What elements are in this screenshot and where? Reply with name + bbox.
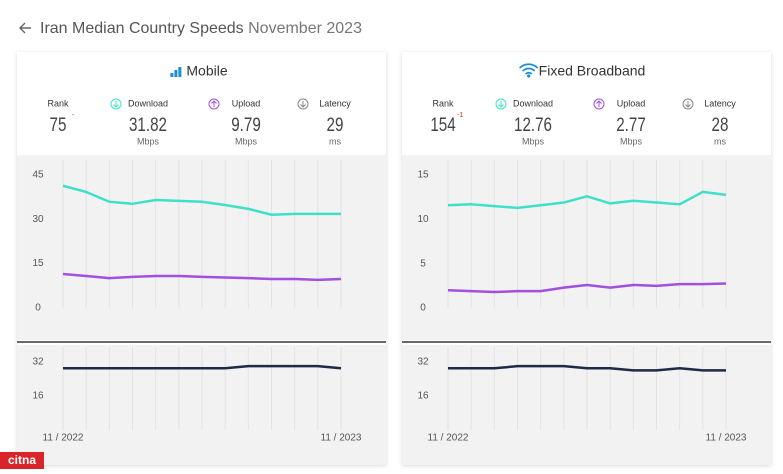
watermark-bg: [0, 452, 44, 469]
stat-label: Upload: [617, 98, 646, 108]
stat-value: 12.76: [514, 113, 552, 135]
stat-label: Latency: [319, 98, 351, 108]
stat-label: Download: [513, 98, 553, 108]
stat-icon: [498, 101, 504, 108]
y-tick-label: 32: [417, 357, 429, 368]
stat-icon: [593, 98, 605, 110]
stat-label: Download: [128, 98, 168, 108]
stat-icon: [110, 98, 122, 110]
stat-icon: [297, 98, 309, 110]
stat-icon: [596, 100, 602, 107]
date: November 2023: [248, 20, 362, 37]
y-tick-label: 10: [417, 214, 429, 225]
x-tick-label: 11 / 2022: [428, 433, 469, 444]
y-tick-label: 15: [32, 258, 44, 269]
y-tick-label: 0: [35, 303, 41, 314]
stat-unit: Mbps: [620, 136, 643, 146]
stat-unit: Mbps: [235, 136, 258, 146]
icon: [525, 71, 533, 75]
panel-title: Fixed Broadband: [539, 63, 646, 79]
stat-value: 31.82: [129, 113, 167, 135]
page-title: Iran Median Country Speeds November 2023: [40, 20, 362, 37]
x-tick-label: 11 / 2023: [706, 433, 747, 444]
x-tick-label: 11 / 2023: [321, 433, 362, 444]
panel-title: Mobile: [186, 63, 227, 79]
stat-label: Upload: [232, 98, 261, 108]
icon: [178, 67, 182, 77]
stat-value: 154: [430, 113, 456, 135]
stat-icon: [300, 101, 306, 108]
y-tick-label: 30: [32, 214, 44, 225]
y-tick-label: 5: [420, 258, 426, 269]
stat-value: 9.79: [231, 113, 261, 135]
line-series: [447, 190, 727, 210]
stat-icon: [495, 98, 507, 110]
icon: [519, 63, 539, 69]
line-series: [447, 282, 727, 294]
stat-unit: Mbps: [522, 136, 545, 146]
stat-label: Rank: [432, 98, 454, 108]
line-series: [62, 184, 342, 217]
rank-change: -: [72, 112, 75, 119]
y-tick-label: 0: [420, 303, 426, 314]
line-series: [448, 364, 726, 372]
line-series: [63, 364, 342, 370]
stat-unit: ms: [329, 136, 341, 146]
y-tick-label: 16: [32, 391, 44, 402]
y-tick-label: 45: [32, 169, 44, 180]
stat-icon: [685, 101, 691, 108]
icon: [522, 67, 536, 72]
stat-icon: [208, 98, 220, 110]
stat-icon: [682, 98, 694, 110]
stat-value: 29: [327, 113, 344, 135]
back-arrow[interactable]: [19, 22, 31, 34]
stat-label: Latency: [704, 98, 736, 108]
y-tick-label: 32: [32, 357, 44, 368]
line-series: [62, 272, 342, 282]
icon: [527, 74, 531, 78]
title: Iran Median Country Speeds: [40, 20, 244, 37]
stat-value: 2.77: [616, 113, 646, 135]
icon: [170, 73, 174, 77]
stat-value: 75: [50, 113, 67, 135]
rank-change: -1: [457, 112, 463, 119]
y-tick-label: 16: [417, 391, 429, 402]
stat-unit: Mbps: [137, 136, 160, 146]
stat-label: Rank: [47, 98, 69, 108]
stat-icon: [211, 100, 217, 107]
watermark: citna: [8, 453, 36, 467]
stat-unit: ms: [714, 136, 726, 146]
stat-icon: [113, 101, 119, 108]
y-tick-label: 15: [417, 170, 429, 181]
x-tick-label: 11 / 2022: [43, 433, 84, 444]
stat-value: 28: [712, 113, 729, 135]
icon: [174, 70, 178, 77]
